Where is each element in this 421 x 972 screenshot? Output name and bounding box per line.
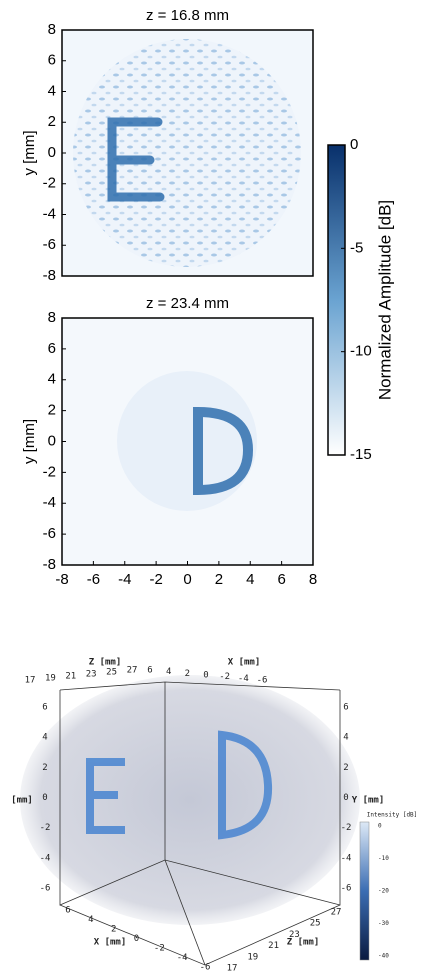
volume-tick-label: -2: [40, 823, 51, 833]
x-tick-label: 2: [215, 571, 223, 588]
volume-tick-label: 2: [42, 763, 47, 773]
volume-tick-label: 27: [331, 908, 342, 918]
volume-tick-label: 6: [343, 703, 348, 713]
volume-axis-label: Intensity [dB]: [367, 812, 418, 819]
volume-tick-label: 2: [111, 925, 116, 935]
volume-tick-label: -30: [378, 920, 389, 927]
y-tick-label: -6: [43, 525, 56, 542]
volume-tick-label: 0: [42, 793, 47, 803]
volume-axis-label: X [mm]: [94, 938, 127, 948]
volume-tick-label: 2: [343, 763, 348, 773]
x-tick-label: -4: [118, 571, 131, 588]
volume-axis-label: Z [mm]: [287, 938, 320, 948]
chart-title: z = 16.8 mm: [146, 7, 229, 24]
volume-tick-label: 2: [185, 669, 190, 679]
volume-tick-label: 0: [378, 823, 382, 830]
volume-tick-label: 27: [127, 666, 138, 676]
y-axis-label: y [mm]: [21, 419, 38, 464]
y-tick-label: 6: [48, 52, 56, 69]
volume-tick-label: 17: [227, 964, 238, 972]
volume-tick-label: 4: [42, 733, 47, 743]
volume-tick-label: -10: [378, 855, 389, 862]
volume-tick-label: -4: [238, 674, 249, 684]
volume-tick-label: -6: [257, 676, 268, 686]
colorbar-tick-label: -5: [350, 239, 363, 256]
y-tick-label: -4: [43, 494, 56, 511]
y-tick-label: -6: [43, 236, 56, 253]
volume-tick-label: 6: [65, 906, 70, 916]
y-axis-label: y [mm]: [21, 131, 38, 176]
volume-tick-label: -2: [341, 823, 352, 833]
volume-tick-label: 25: [310, 919, 321, 929]
volume-tick-label: -4: [40, 853, 51, 863]
volume-tick-label: 19: [45, 674, 56, 684]
volume-tick-label: 0: [203, 671, 208, 681]
y-tick-label: 8: [48, 21, 56, 38]
volume-tick-label: 4: [166, 667, 171, 677]
y-tick-label: -4: [43, 205, 56, 222]
x-tick-label: -8: [55, 571, 68, 588]
volume-tick-label: -2: [219, 672, 230, 682]
volume-tick-label: -6: [200, 963, 211, 972]
x-tick-label: 0: [183, 571, 191, 588]
y-tick-label: 4: [48, 371, 56, 388]
y-tick-label: 6: [48, 340, 56, 357]
volume-tick-label: 21: [268, 941, 279, 951]
image-1: [62, 30, 313, 276]
volume-tick-label: 6: [42, 703, 47, 713]
y-tick-label: -2: [43, 175, 56, 192]
y-tick-label: 2: [48, 402, 56, 419]
volume-tick-label: 4: [343, 733, 348, 743]
x-tick-label: -2: [149, 571, 162, 588]
y-tick-label: -8: [43, 556, 56, 573]
y-tick-label: 0: [48, 144, 56, 161]
volume-tick-label: -4: [177, 953, 188, 963]
y-tick-label: -8: [43, 267, 56, 284]
volume-tick-label: 23: [289, 930, 300, 940]
volume-axis-label: Y [mm]: [352, 796, 385, 806]
colorbar-label: Normalized Amplitude [dB]: [375, 200, 394, 400]
volume-tick-label: 6: [147, 666, 152, 676]
x-tick-label: 6: [277, 571, 285, 588]
colorbar-tick-label: 0: [350, 136, 358, 153]
volume-tick-label: -6: [341, 884, 352, 894]
volume-render: [20, 675, 370, 966]
y-tick-label: 4: [48, 82, 56, 99]
colorbar-tick-label: -10: [350, 343, 372, 360]
volume-tick-label: 0: [343, 793, 348, 803]
y-tick-label: -2: [43, 463, 56, 480]
volume-tick-label: 19: [247, 952, 258, 962]
colorbar-tick-label: -15: [350, 446, 372, 463]
volume-tick-label: -40: [378, 953, 389, 960]
volume-tick-label: 17: [25, 676, 36, 686]
volume-tick-label: -6: [40, 884, 51, 894]
volume-tick-label: 4: [88, 915, 93, 925]
y-tick-label: 2: [48, 113, 56, 130]
x-tick-label: 4: [246, 571, 254, 588]
volume-tick-label: -2: [154, 944, 165, 954]
volume-tick-label: -20: [378, 888, 389, 895]
y-tick-label: 8: [48, 309, 56, 326]
volume-tick-label: -4: [341, 853, 352, 863]
volume-axis-label: Z [mm]: [89, 658, 122, 668]
volume-axis-label: [mm]: [11, 796, 33, 806]
colorbar: [327, 144, 346, 456]
x-tick-label: -6: [87, 571, 100, 588]
image-2: [62, 318, 313, 565]
volume-tick-label: 21: [65, 672, 76, 682]
chart-title: z = 23.4 mm: [146, 295, 229, 312]
y-tick-label: 0: [48, 432, 56, 449]
volume-tick-label: 0: [134, 934, 139, 944]
volume-tick-label: 23: [86, 670, 97, 680]
volume-tick-label: 25: [106, 668, 117, 678]
x-tick-label: 8: [309, 571, 317, 588]
volume-axis-label: X [mm]: [228, 658, 261, 668]
